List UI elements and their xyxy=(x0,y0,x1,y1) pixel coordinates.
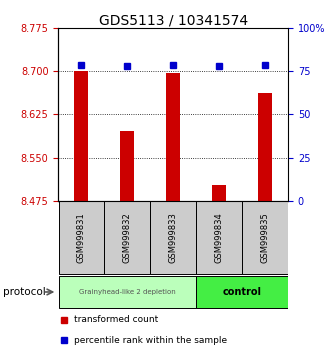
Text: GSM999835: GSM999835 xyxy=(260,212,270,263)
Text: Grainyhead-like 2 depletion: Grainyhead-like 2 depletion xyxy=(79,289,175,295)
FancyBboxPatch shape xyxy=(151,201,196,274)
FancyBboxPatch shape xyxy=(59,276,196,308)
FancyBboxPatch shape xyxy=(59,201,104,274)
Text: GSM999832: GSM999832 xyxy=(123,212,132,263)
Text: GSM999834: GSM999834 xyxy=(214,212,224,263)
Bar xyxy=(120,131,134,201)
Bar xyxy=(74,72,88,201)
FancyBboxPatch shape xyxy=(196,276,288,308)
Bar xyxy=(258,93,272,201)
Bar xyxy=(166,73,180,201)
Text: control: control xyxy=(222,287,262,297)
FancyBboxPatch shape xyxy=(196,201,242,274)
Text: GSM999833: GSM999833 xyxy=(168,212,178,263)
Text: transformed count: transformed count xyxy=(74,315,159,324)
Bar xyxy=(212,184,226,201)
Text: protocol: protocol xyxy=(3,287,46,297)
Text: percentile rank within the sample: percentile rank within the sample xyxy=(74,336,227,345)
Text: GSM999831: GSM999831 xyxy=(77,212,86,263)
FancyBboxPatch shape xyxy=(105,201,150,274)
Title: GDS5113 / 10341574: GDS5113 / 10341574 xyxy=(99,13,248,27)
FancyBboxPatch shape xyxy=(242,201,288,274)
